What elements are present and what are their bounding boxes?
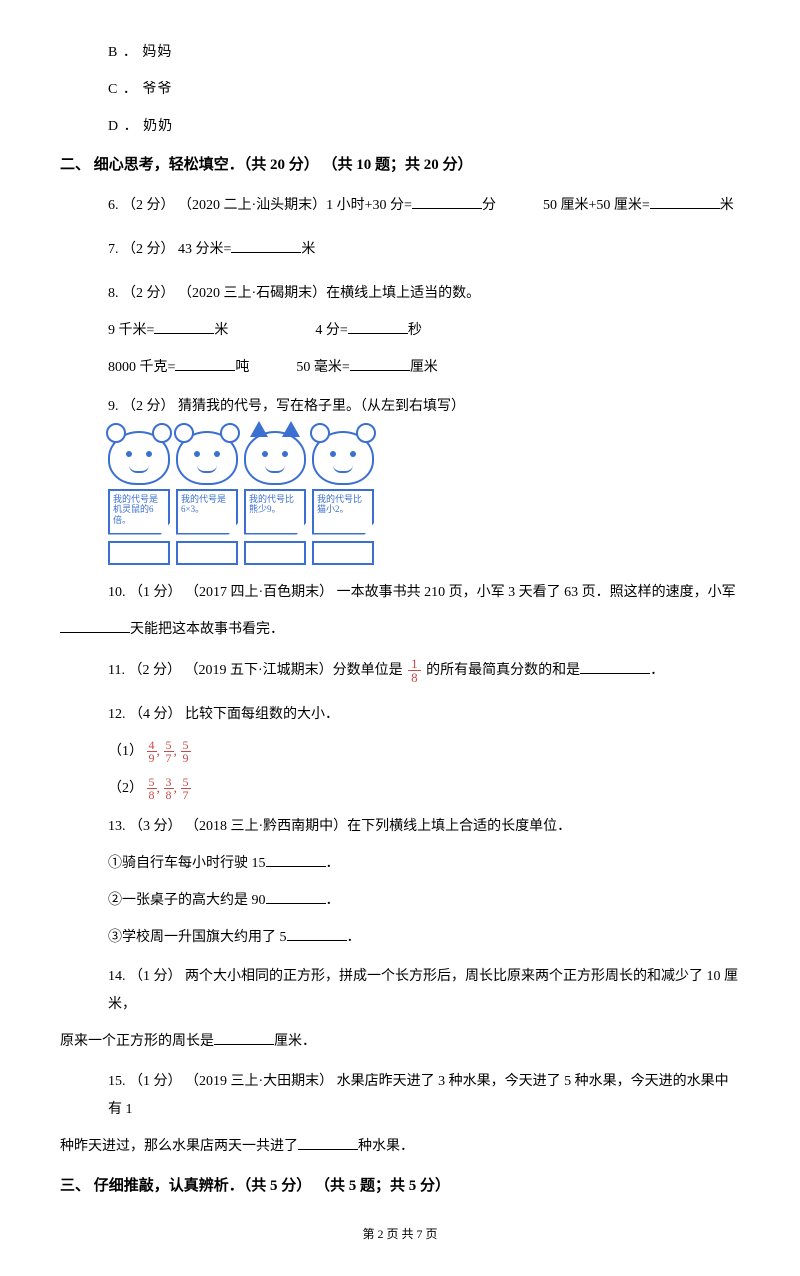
q13-b3 bbox=[287, 927, 347, 941]
option-d: D ． 奶奶 bbox=[108, 114, 740, 139]
q8-b3 bbox=[175, 357, 235, 371]
q8-b4 bbox=[350, 357, 410, 371]
q6-blank1 bbox=[412, 195, 482, 209]
q8-r1au: 米 bbox=[214, 323, 228, 338]
q11-prefix: 11. （2 分） （2019 五下·江城期末）分数单位是 bbox=[108, 663, 406, 678]
q6-blank2 bbox=[650, 195, 720, 209]
question-12: 12. （4 分） 比较下面每组数的大小． bbox=[108, 701, 740, 729]
q10-suffix: 天能把这本故事书看完． bbox=[130, 622, 284, 637]
q9-cartoon: 我的代号是机灵鼠的6倍。 我的代号是6×3。 我的代号比熊少9。 我的代号比猫小… bbox=[108, 431, 740, 565]
page-content: B ． 妈妈 C ． 爷爷 D ． 奶奶 二、 细心思考，轻松填空．（共 20 … bbox=[0, 0, 800, 1276]
q8-r2au: 吨 bbox=[235, 360, 249, 375]
q6-text: 6. （2 分） （2020 二上·汕头期末）1 小时+30 分= bbox=[108, 198, 412, 213]
q7-blank bbox=[231, 239, 301, 253]
question-15-line2: 种昨天进过，那么水果店两天一共进了 种水果． bbox=[60, 1134, 740, 1159]
card-4: 我的代号比猫小2。 bbox=[312, 489, 374, 535]
q11-end: ． bbox=[650, 663, 664, 678]
q15-blank bbox=[298, 1136, 358, 1150]
q12-f1: 49 bbox=[147, 739, 157, 764]
section-3-heading: 三、 仔细推敲，认真辨析．（共 5 分） （共 5 题；共 5 分） bbox=[60, 1173, 740, 1200]
q11-blank bbox=[580, 660, 650, 674]
q7-unit: 米 bbox=[301, 242, 315, 257]
question-8: 8. （2 分） （2020 三上·石碣期末）在横线上填上适当的数。 bbox=[108, 280, 740, 308]
q15-l2b: 种水果． bbox=[358, 1139, 414, 1154]
page-footer: 第 2 页 共 7 页 bbox=[60, 1224, 740, 1246]
q12-g3: 57 bbox=[181, 776, 191, 801]
head-bear bbox=[312, 431, 374, 485]
head-monkey bbox=[108, 431, 170, 485]
q12-part2: （2） 58, 38, 57 bbox=[108, 776, 740, 801]
q12-g2: 38 bbox=[164, 776, 174, 801]
question-13: 13. （3 分） （2018 三上·黔西南期中）在下列横线上填上合适的长度单位… bbox=[108, 813, 740, 841]
ans-4 bbox=[312, 541, 374, 565]
cartoon-cards: 我的代号是机灵鼠的6倍。 我的代号是6×3。 我的代号比熊少9。 我的代号比猫小… bbox=[108, 489, 740, 535]
q13-b1 bbox=[266, 853, 326, 867]
q8-r1a: 9 千米= bbox=[108, 323, 154, 338]
question-9: 9. （2 分） 猜猜我的代号，写在格子里。（从左到右填写） bbox=[108, 393, 740, 421]
card-3: 我的代号比熊少9。 bbox=[244, 489, 306, 535]
q6-unit1: 分 bbox=[482, 198, 496, 213]
q12-p1-label: （1） bbox=[108, 744, 143, 759]
ans-1 bbox=[108, 541, 170, 565]
q8-r1bu: 秒 bbox=[408, 323, 422, 338]
q12-f2: 57 bbox=[164, 739, 174, 764]
q8-row2: 8000 千克= 吨 50 毫米= 厘米 bbox=[108, 355, 740, 380]
head-pig bbox=[176, 431, 238, 485]
q14-blank bbox=[214, 1031, 274, 1045]
q10-blank bbox=[60, 619, 130, 633]
q11-num: 1 bbox=[408, 657, 421, 671]
q12-g1: 58 bbox=[147, 776, 157, 801]
section-2-heading: 二、 细心思考，轻松填空．（共 20 分） （共 10 题；共 20 分） bbox=[60, 152, 740, 179]
q6-unit2: 米 bbox=[720, 198, 734, 213]
q12-p2-label: （2） bbox=[108, 781, 143, 796]
q8-b1 bbox=[154, 320, 214, 334]
option-b: B ． 妈妈 bbox=[108, 40, 740, 65]
q13-b2 bbox=[266, 890, 326, 904]
q8-r2b: 50 毫米= bbox=[296, 360, 349, 375]
cartoon-heads bbox=[108, 431, 740, 485]
question-14-line1: 14. （1 分） 两个大小相同的正方形，拼成一个长方形后，周长比原来两个正方形… bbox=[108, 963, 740, 1019]
q12-part1: （1） 49, 57, 59 bbox=[108, 739, 740, 764]
ans-3 bbox=[244, 541, 306, 565]
head-cat bbox=[244, 431, 306, 485]
option-c: C ． 爷爷 bbox=[108, 77, 740, 102]
question-10-line1: 10. （1 分） （2017 四上·百色期末） 一本故事书共 210 页，小军… bbox=[108, 579, 740, 607]
q7-text: 7. （2 分） 43 分米= bbox=[108, 242, 231, 257]
q11-suffix: 的所有最简真分数的和是 bbox=[426, 663, 580, 678]
cartoon-answers bbox=[108, 541, 740, 565]
q14-l2b: 厘米． bbox=[274, 1034, 316, 1049]
q8-r1b: 4 分= bbox=[315, 323, 347, 338]
ans-2 bbox=[176, 541, 238, 565]
question-6: 6. （2 分） （2020 二上·汕头期末）1 小时+30 分= 分 50 厘米… bbox=[108, 191, 740, 222]
q6-mid: 50 厘米+50 厘米= bbox=[543, 198, 650, 213]
q13-s2: ②一张桌子的高大约是 90． bbox=[108, 888, 740, 913]
q14-l2a: 原来一个正方形的周长是 bbox=[60, 1034, 214, 1049]
question-14-line2: 原来一个正方形的周长是 厘米． bbox=[60, 1029, 740, 1054]
question-15-line1: 15. （1 分） （2019 三上·大田期末） 水果店昨天进了 3 种水果，今… bbox=[108, 1068, 740, 1124]
question-7: 7. （2 分） 43 分米= 米 bbox=[108, 235, 740, 266]
q15-l2a: 种昨天进过，那么水果店两天一共进了 bbox=[60, 1139, 298, 1154]
card-1: 我的代号是机灵鼠的6倍。 bbox=[108, 489, 170, 535]
q8-r2a: 8000 千克= bbox=[108, 360, 175, 375]
q8-b2 bbox=[348, 320, 408, 334]
q13-s1: ①骑自行车每小时行驶 15． bbox=[108, 851, 740, 876]
q8-r2bu: 厘米 bbox=[410, 360, 438, 375]
q11-den: 8 bbox=[408, 671, 421, 684]
card-2: 我的代号是6×3。 bbox=[176, 489, 238, 535]
q12-f3: 59 bbox=[181, 739, 191, 764]
q8-row1: 9 千米= 米 4 分= 秒 bbox=[108, 318, 740, 343]
question-11: 11. （2 分） （2019 五下·江城期末）分数单位是 18 的所有最简真分… bbox=[108, 656, 740, 687]
q11-fraction: 18 bbox=[408, 657, 421, 684]
q13-s3: ③学校周一升国旗大约用了 5． bbox=[108, 925, 740, 950]
question-10-line2: 天能把这本故事书看完． bbox=[60, 617, 740, 642]
